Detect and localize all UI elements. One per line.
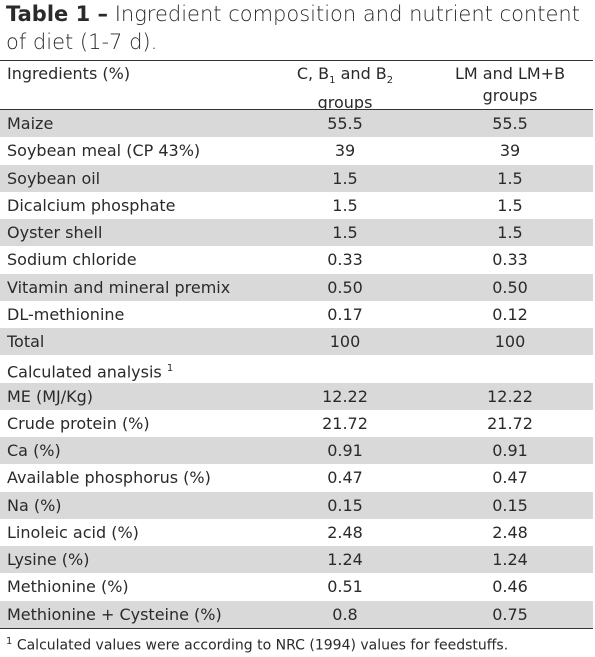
- table-cell: 0.50: [492, 277, 528, 297]
- table-cell: 39: [499, 141, 521, 161]
- section-label: Calculated analysis 1: [7, 355, 173, 385]
- header-cell: Ingredients (%): [7, 64, 131, 83]
- table-cell: 0.17: [327, 304, 363, 324]
- table-cell: 0.91: [492, 441, 528, 460]
- table-row: Oyster shell 1.5 1.5: [0, 219, 593, 247]
- table-row: Maize 55.5 55.5: [0, 110, 593, 138]
- table-cell: 0.46: [492, 577, 528, 597]
- table-row: Ca (%) 0.91 0.91: [0, 437, 593, 465]
- table-row: ME (MJ/Kg) 12.22 12.22: [0, 382, 593, 410]
- table-cell: 0.47: [327, 468, 363, 488]
- table-row: Linoleic acid (%) 2.48 2.48: [0, 519, 593, 546]
- table-cell: 0.75: [492, 604, 528, 624]
- footnote-ref: 1: [166, 363, 174, 375]
- table-cell: Methionine (%): [7, 577, 129, 597]
- table-cell: 1.5: [497, 195, 523, 215]
- table-cell: 12.22: [487, 386, 533, 406]
- table-cell: 0.50: [327, 277, 363, 297]
- table-row: Total 100 100: [0, 328, 593, 356]
- table-cell: Ca (%): [7, 441, 61, 460]
- table-cell: 21.72: [487, 413, 533, 433]
- footnote-mark: 1: [6, 636, 13, 647]
- table-row: Methionine (%) 0.51 0.46: [0, 573, 593, 600]
- table-cell: 39: [334, 141, 356, 161]
- table-row: Crude protein (%) 21.72 21.72: [0, 410, 593, 437]
- table-cell: DL-methionine: [7, 304, 125, 324]
- table-cell: 21.72: [322, 413, 368, 433]
- table-cell: Total: [7, 332, 45, 351]
- header-row: Ingredients (%) C, B1 and B2 groups LM an…: [0, 61, 593, 112]
- table-cell: 55.5: [492, 114, 528, 133]
- header-text: C, B: [296, 64, 330, 83]
- subscript: 2: [386, 75, 394, 87]
- table-cell: 100: [494, 332, 526, 351]
- table-row: Available phosphorus (%) 0.47 0.47: [0, 464, 593, 491]
- table-cell: 55.5: [327, 114, 363, 133]
- table-cell: 1.5: [497, 223, 523, 242]
- table-cell: Vitamin and mineral premix: [7, 277, 231, 297]
- footnote-text: Calculated values were according to NRC …: [16, 637, 509, 654]
- table-cell: Methionine + Cysteine (%): [7, 604, 222, 624]
- table-cell: 1.24: [327, 550, 363, 569]
- table-row: Lysine (%) 1.24 1.24: [0, 546, 593, 574]
- table-cell: 1.5: [497, 168, 523, 188]
- header-text: LM and LM+B: [454, 64, 566, 83]
- table-cell: Linoleic acid (%): [7, 522, 139, 542]
- table-row: Soybean oil 1.5 1.5: [0, 164, 593, 192]
- table-cell: Oyster shell: [7, 223, 103, 242]
- table-cell: 2.48: [492, 522, 528, 542]
- table-cell: 1.24: [492, 550, 528, 569]
- header-text: groups: [482, 86, 538, 105]
- table-cell: 0.12: [492, 304, 528, 324]
- table-row: Calculated analysis 1: [0, 355, 593, 382]
- table-row: Vitamin and mineral premix 0.50 0.50: [0, 273, 593, 301]
- header-cell: C, B1 and B2 groups: [265, 63, 425, 114]
- table-cell: Soybean meal (CP 43%): [7, 141, 201, 161]
- table-row: Sodium chloride 0.33 0.33: [0, 246, 593, 273]
- header-text: and B: [335, 64, 387, 83]
- table-cell: Maize: [7, 114, 54, 133]
- table-cell: 0.91: [327, 441, 363, 460]
- table-cell: Dicalcium phosphate: [7, 195, 176, 215]
- table-cell: 0.15: [327, 495, 363, 515]
- table-cell: Crude protein (%): [7, 413, 150, 433]
- table-cell: 1.5: [332, 223, 358, 242]
- table-cell: Na (%): [7, 495, 62, 515]
- table-cell: 0.15: [492, 495, 528, 515]
- table-cell: 0.33: [327, 250, 363, 270]
- table-cell: Sodium chloride: [7, 250, 137, 270]
- header-text: groups: [317, 93, 373, 113]
- footnote: 1 Calculated values were according to NR…: [6, 636, 508, 654]
- table-cell: 0.47: [492, 468, 528, 488]
- table: Ingredients (%) C, B1 and B2 groups LM an…: [0, 60, 593, 629]
- table-cell: ME (MJ/Kg): [7, 386, 94, 406]
- table-cell: Lysine (%): [7, 550, 90, 569]
- title-label: Table 1 –: [6, 2, 108, 26]
- table-cell: 0.8: [332, 604, 358, 624]
- table-cell: 1.5: [332, 168, 358, 188]
- section-text: Calculated analysis: [7, 362, 162, 382]
- table-cell: 0.51: [327, 577, 363, 597]
- table-cell: Soybean oil: [7, 168, 101, 188]
- table-row: DL-methionine 0.17 0.12: [0, 301, 593, 328]
- table-cell: 100: [329, 332, 361, 351]
- header-cell: LM and LM+B groups: [430, 63, 590, 107]
- table-cell: 1.5: [332, 195, 358, 215]
- table-cell: 2.48: [327, 522, 363, 542]
- table-row: Na (%) 0.15 0.15: [0, 491, 593, 519]
- title: Table 1 – Ingredient composition and nut…: [6, 0, 591, 56]
- table-cell: 12.22: [322, 386, 368, 406]
- table-cell: 0.33: [492, 250, 528, 270]
- table-row: Dicalcium phosphate 1.5 1.5: [0, 192, 593, 219]
- title-text: Ingredient composition and nutrient cont…: [6, 2, 580, 54]
- table-cell: Available phosphorus (%): [7, 468, 211, 488]
- subscript: 1: [329, 75, 336, 87]
- table-row: Methionine + Cysteine (%) 0.8 0.75: [0, 600, 593, 628]
- table-row: Soybean meal (CP 43%) 39 39: [0, 137, 593, 164]
